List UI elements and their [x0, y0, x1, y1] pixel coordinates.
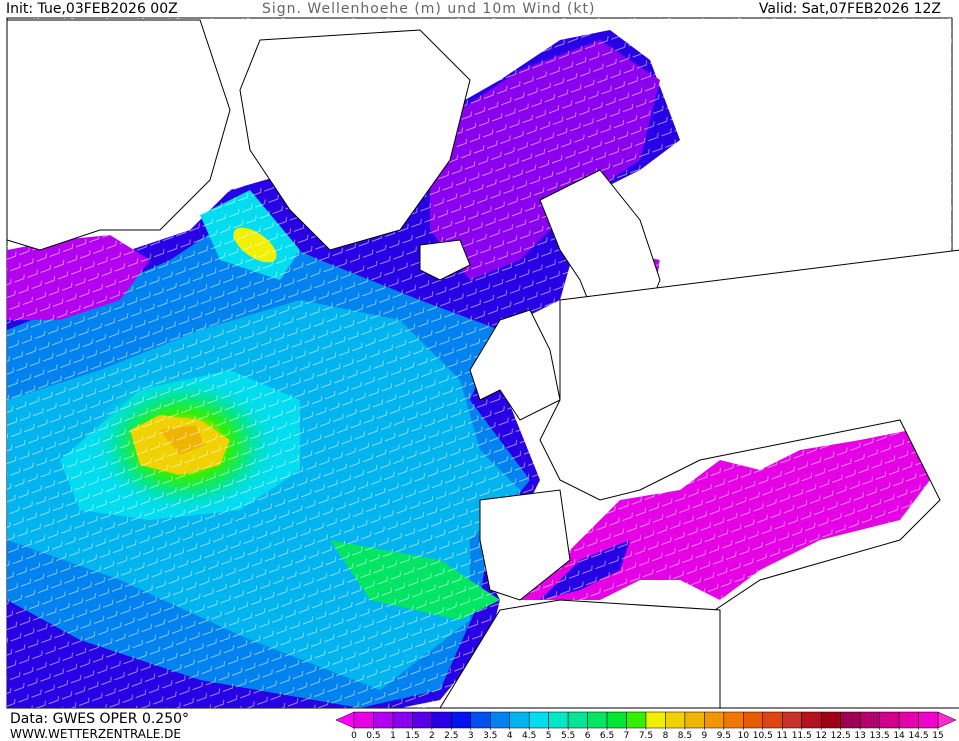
colorbar-label: 11 [777, 731, 788, 741]
colorbar-bin [392, 711, 413, 729]
colorbar-label: 14.5 [909, 731, 929, 741]
colorbar-label: 15 [932, 731, 943, 741]
colorbar-label: 9 [702, 731, 708, 741]
colorbar-label: 12 [815, 731, 826, 741]
map [6, 17, 959, 709]
colorbar-bin [898, 711, 919, 729]
colorbar-bin [528, 711, 549, 729]
colorbar-label: 0.5 [366, 731, 380, 741]
colorbar-label: 4.5 [522, 731, 536, 741]
colorbar-label: 0 [351, 731, 357, 741]
colorbar-bin [470, 711, 491, 729]
header-init: Init: Tue,03FEB2026 00Z [6, 1, 178, 17]
colorbar-label: 12.5 [831, 731, 851, 741]
colorbar-label: 11.5 [792, 731, 812, 741]
colorbar-bin [801, 711, 822, 729]
colorbar-label: 4 [507, 731, 513, 741]
colorbar-label: 13 [854, 731, 865, 741]
colorbar-bin [762, 711, 783, 729]
colorbar-bin [704, 711, 725, 729]
colorbar-label: 7 [624, 731, 630, 741]
colorbar-bin [626, 711, 647, 729]
colorbar-label: 2 [429, 731, 435, 741]
colorbar-bin [353, 711, 374, 729]
colorbar-label: 8.5 [678, 731, 692, 741]
colorbar-label: 9.5 [717, 731, 731, 741]
footer-data: Data: GWES OPER 0.250° [10, 711, 190, 727]
colorbar-bin [645, 711, 666, 729]
colorbar-label: 14 [893, 731, 905, 741]
colorbar-bin [684, 711, 705, 729]
colorbar-label: 10.5 [753, 731, 773, 741]
colorbar-bin [373, 711, 394, 729]
colorbar-label: 6.5 [600, 731, 614, 741]
colorbar-label: 10 [738, 731, 750, 741]
colorbar-bin [567, 711, 588, 729]
colorbar-label: 6 [585, 731, 591, 741]
colorbar-label: 5.5 [561, 731, 575, 741]
colorbar-bin [879, 711, 900, 729]
colorbar-label: 13.5 [870, 731, 890, 741]
colorbar-label: 2.5 [444, 731, 458, 741]
colorbar-bin [548, 711, 569, 729]
colorbar-bin [743, 711, 764, 729]
colorbar-label: 1 [390, 731, 396, 741]
colorbar-label: 3.5 [483, 731, 497, 741]
colorbar-bin [859, 711, 880, 729]
colorbar-bin [606, 711, 627, 729]
footer-site: WWW.WETTERZENTRALE.DE [10, 727, 181, 741]
colorbar-bin [782, 711, 802, 729]
colorbar-label: 1.5 [405, 731, 419, 741]
colorbar-bin [490, 711, 510, 729]
colorbar-label: 8 [663, 731, 669, 741]
colorbar-bin [723, 711, 744, 729]
colorbar-over [937, 711, 957, 729]
colorbar-under [335, 711, 355, 729]
colorbar-bin [665, 711, 686, 729]
colorbar-label: 5 [546, 731, 552, 741]
colorbar-bin [587, 711, 608, 729]
colorbar-bin [412, 711, 433, 729]
colorbar: 0 0.5 1 1.5 2 2.5 3 3.5 4 4.5 5 5.5 6 6.5 7 7.5 8 8.5 9 9.5… [335, 711, 957, 741]
colorbar-label: 3 [468, 731, 474, 741]
colorbar-bin [820, 711, 841, 729]
colorbar-bin [918, 711, 939, 729]
colorbar-bin [431, 711, 452, 729]
header-title: Sign. Wellenhoehe (m) und 10m Wind (kt) [262, 1, 596, 17]
colorbar-bin [451, 711, 472, 729]
colorbar-bin [509, 711, 530, 729]
colorbar-label: 7.5 [639, 731, 653, 741]
colorbar-bin [840, 711, 861, 729]
header-valid: Valid: Sat,07FEB2026 12Z [758, 1, 941, 17]
